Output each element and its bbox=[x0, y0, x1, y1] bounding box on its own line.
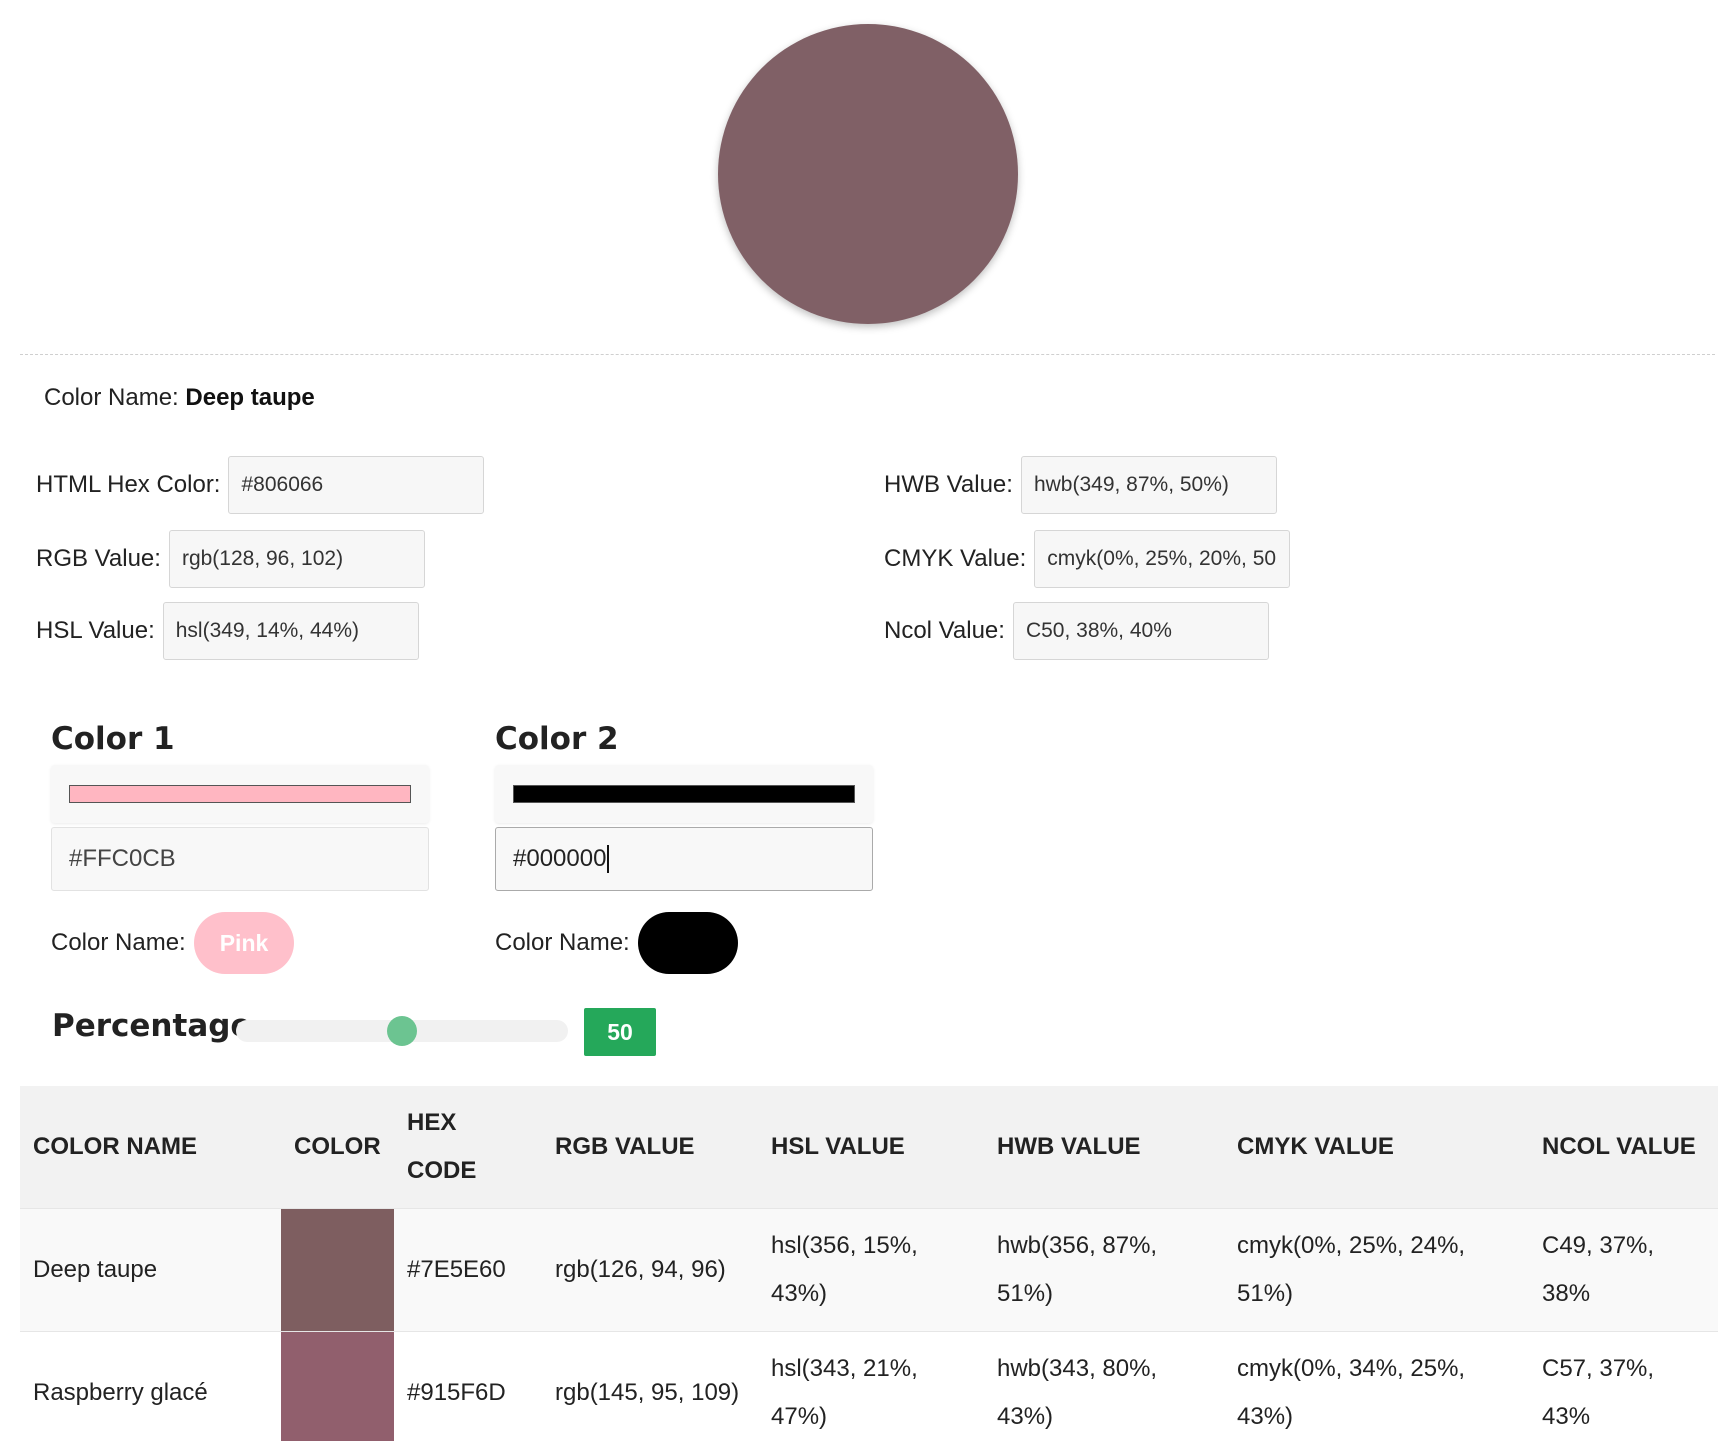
section-divider bbox=[20, 354, 1715, 355]
percentage-label: Percentage bbox=[52, 1008, 252, 1044]
cell-ncol-value: C57, 37%, 43% bbox=[1529, 1330, 1718, 1441]
color1-swatch-bar[interactable] bbox=[69, 785, 411, 803]
color1-picker[interactable] bbox=[51, 765, 429, 823]
cell-hex-code: #915F6D bbox=[394, 1330, 542, 1441]
cmyk-value-row: CMYK Value: cmyk(0%, 25%, 20%, 50 bbox=[884, 530, 1291, 588]
color2-panel: Color 2 #000000 Color Name: bbox=[495, 719, 873, 975]
cell-cmyk-value: cmyk(0%, 34%, 25%, 43%) bbox=[1224, 1330, 1529, 1441]
th-color: COLOR bbox=[281, 1086, 394, 1208]
color-preview-circle bbox=[718, 24, 1018, 324]
color1-name-pill: Pink bbox=[193, 912, 295, 974]
hsl-value-field[interactable]: hsl(349, 14%, 44%) bbox=[162, 602, 419, 660]
slider-thumb[interactable] bbox=[387, 1016, 417, 1046]
rgb-value-row: RGB Value: rgb(128, 96, 102) bbox=[36, 530, 425, 588]
percentage-value-badge: 50 bbox=[584, 1008, 656, 1056]
table-row[interactable]: Deep taupe #7E5E60 rgb(126, 94, 96) hsl(… bbox=[20, 1207, 1718, 1331]
hwb-value-row: HWB Value: hwb(349, 87%, 50%) bbox=[884, 456, 1277, 514]
cell-hsl-value: hsl(343, 21%, 47%) bbox=[758, 1330, 984, 1441]
cell-rgb-value: rgb(145, 95, 109) bbox=[542, 1330, 758, 1441]
color1-title: Color 1 bbox=[51, 721, 175, 757]
hsl-value-row: HSL Value: hsl(349, 14%, 44%) bbox=[36, 602, 419, 660]
color2-hex-value: #000000 bbox=[513, 845, 607, 872]
cell-hwb-value: hwb(343, 80%, 43%) bbox=[984, 1330, 1224, 1441]
cmyk-value-field[interactable]: cmyk(0%, 25%, 20%, 50 bbox=[1034, 530, 1291, 588]
color2-name-label: Color Name: bbox=[495, 929, 630, 956]
table-header-row: COLOR NAME COLOR HEX CODE RGB VALUE HSL … bbox=[20, 1086, 1718, 1208]
hwb-value-label: HWB Value: bbox=[884, 471, 1013, 498]
cell-cmyk-value: cmyk(0%, 25%, 24%, 51%) bbox=[1224, 1207, 1529, 1331]
th-hwb-value: HWB VALUE bbox=[984, 1086, 1224, 1208]
color2-swatch-bar[interactable] bbox=[513, 785, 855, 803]
table-row[interactable]: Raspberry glacé #915F6D rgb(145, 95, 109… bbox=[20, 1330, 1718, 1441]
color2-picker[interactable] bbox=[495, 765, 873, 823]
cell-color-name: Deep taupe bbox=[20, 1207, 281, 1331]
th-ncol-value: NCOL VALUE bbox=[1529, 1086, 1718, 1208]
row-color-swatch bbox=[281, 1208, 394, 1331]
color1-name-row: Color Name: Pink bbox=[51, 911, 429, 975]
th-cmyk-value: CMYK VALUE bbox=[1224, 1086, 1529, 1208]
ncol-value-field[interactable]: C50, 38%, 40% bbox=[1012, 602, 1269, 660]
ncol-value-row: Ncol Value: C50, 38%, 40% bbox=[884, 602, 1269, 660]
percentage-slider[interactable] bbox=[236, 1016, 568, 1046]
color2-hex-input[interactable]: #000000 bbox=[495, 827, 873, 891]
cell-hwb-value: hwb(356, 87%, 51%) bbox=[984, 1207, 1224, 1331]
hwb-value-field[interactable]: hwb(349, 87%, 50%) bbox=[1020, 456, 1277, 514]
color-name-value: Deep taupe bbox=[185, 384, 315, 411]
cell-hsl-value: hsl(356, 15%, 43%) bbox=[758, 1207, 984, 1331]
th-color-name: COLOR NAME bbox=[20, 1086, 281, 1208]
color2-name-pill bbox=[637, 912, 738, 974]
cell-color-name: Raspberry glacé bbox=[20, 1330, 281, 1441]
th-hex-code: HEX CODE bbox=[394, 1086, 542, 1208]
color1-panel: Color 1 #FFC0CB Color Name: Pink bbox=[51, 719, 429, 975]
row-color-swatch bbox=[281, 1331, 394, 1441]
ncol-value-label: Ncol Value: bbox=[884, 617, 1005, 644]
similar-colors-table: COLOR NAME COLOR HEX CODE RGB VALUE HSL … bbox=[20, 1086, 1718, 1441]
color1-hex-value: #FFC0CB bbox=[69, 845, 176, 872]
color2-title: Color 2 bbox=[495, 721, 619, 757]
color-name-label: Color Name: bbox=[44, 384, 179, 411]
th-hsl-value: HSL VALUE bbox=[758, 1086, 984, 1208]
hex-value-row: HTML Hex Color: #806066 bbox=[36, 456, 485, 514]
color1-name-label: Color Name: bbox=[51, 929, 186, 956]
cell-rgb-value: rgb(126, 94, 96) bbox=[542, 1207, 758, 1331]
cell-hex-code: #7E5E60 bbox=[394, 1207, 542, 1331]
cell-color bbox=[281, 1330, 394, 1441]
hsl-value-label: HSL Value: bbox=[36, 617, 155, 644]
cell-color bbox=[281, 1207, 394, 1331]
hex-value-field[interactable]: #806066 bbox=[228, 456, 485, 514]
rgb-value-label: RGB Value: bbox=[36, 545, 161, 572]
rgb-value-field[interactable]: rgb(128, 96, 102) bbox=[168, 530, 425, 588]
th-rgb-value: RGB VALUE bbox=[542, 1086, 758, 1208]
text-caret bbox=[607, 845, 610, 873]
color2-name-row: Color Name: bbox=[495, 911, 873, 975]
cmyk-value-label: CMYK Value: bbox=[884, 545, 1027, 572]
hex-value-label: HTML Hex Color: bbox=[36, 471, 221, 498]
color-name-line: Color Name: Deep taupe bbox=[44, 384, 315, 412]
color1-hex-input[interactable]: #FFC0CB bbox=[51, 827, 429, 891]
cell-ncol-value: C49, 37%, 38% bbox=[1529, 1207, 1718, 1331]
